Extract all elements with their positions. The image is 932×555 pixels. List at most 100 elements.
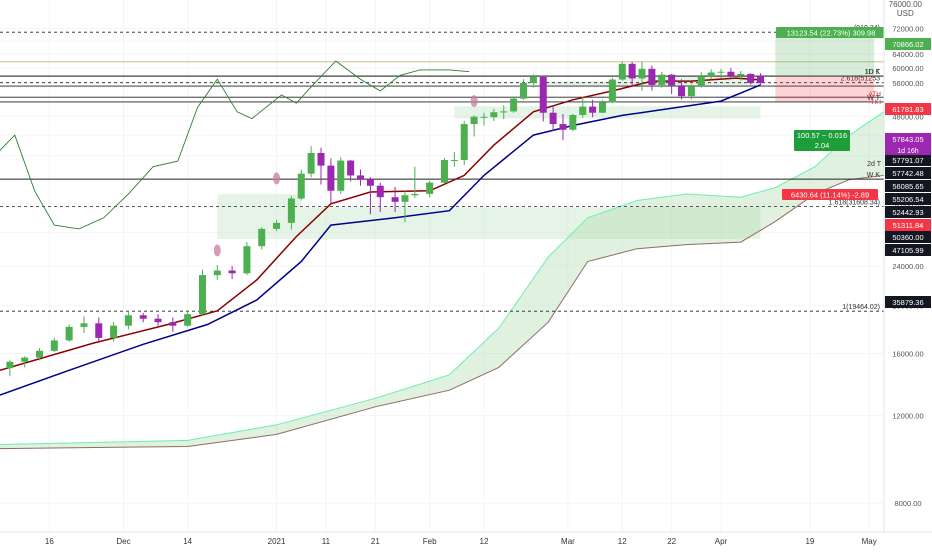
candle-body (169, 322, 177, 326)
candle-body (273, 222, 281, 229)
signal-marker (273, 172, 281, 185)
loss-label-bg (782, 189, 878, 200)
time-tick-label: 12 (618, 537, 627, 546)
candle-body (648, 68, 656, 85)
profit-label-bg (776, 27, 886, 38)
candle-body (480, 116, 488, 118)
price-axis[interactable]: 8000.0012000.0016000.0020000.0024000.002… (883, 0, 932, 550)
price-tag-bg (885, 206, 931, 218)
highlight-zones (217, 76, 761, 239)
candle-body (80, 323, 88, 327)
candle-body (717, 71, 725, 73)
candle-body (539, 76, 547, 113)
price-tag-bg (885, 38, 931, 50)
price-tick-label: 16000.00 (892, 350, 923, 359)
price-tag: 56085.65 (892, 182, 923, 191)
time-tick-label: 11 (322, 537, 331, 546)
loss-zone (775, 76, 875, 102)
candle-body (213, 270, 221, 276)
price-tag: 52442.93 (892, 208, 923, 217)
ratio-label-1: 100.57 ~ 0.016 (797, 131, 847, 140)
candle-body (411, 193, 419, 196)
candle-body (6, 361, 14, 369)
price-tick-label: 72000.00 (892, 25, 923, 34)
price-tick-label: 8000.00 (894, 499, 921, 508)
candle-body (124, 315, 132, 326)
price-axis-bg (884, 0, 932, 550)
candle-body (500, 111, 508, 113)
candle-body (307, 152, 315, 174)
candle-body (154, 318, 162, 323)
candle-body (618, 63, 626, 80)
candle-body (391, 197, 399, 202)
candle-body (589, 106, 597, 113)
candle-body (490, 112, 498, 118)
demand-zone (622, 76, 761, 82)
level-label: 1(19464.02) (842, 304, 880, 311)
time-tick-label: 12 (480, 537, 489, 546)
candle-body (707, 72, 715, 77)
countdown-label: 1d 16h (897, 148, 919, 155)
price-tag: 57742.48 (892, 169, 923, 178)
price-tag-bg (885, 167, 931, 179)
demand-zone (454, 106, 761, 119)
candle-body (737, 73, 745, 76)
candle-body (549, 112, 557, 125)
candle-body (697, 76, 705, 87)
price-tag-bg (885, 231, 931, 243)
price-tag: 57843.05 (892, 135, 923, 144)
candle-body (569, 114, 577, 130)
position-tool[interactable]: 13123.54 (22.73%) 309.98 100.57 ~ 0.0162.… (775, 27, 886, 200)
countdown-bg (885, 145, 931, 155)
candle-body (757, 76, 765, 84)
candle-body (366, 179, 374, 186)
time-tick-label: 16 (45, 537, 54, 546)
candle-body (668, 74, 676, 86)
candle-body (559, 124, 567, 130)
demand-zone (301, 207, 761, 239)
candle-body (198, 275, 206, 315)
cloud-fill (0, 111, 884, 449)
candle-body (440, 160, 448, 183)
candle-body (327, 165, 335, 191)
ratio-label-2: 2.04 (815, 141, 830, 150)
price-tag-bg (885, 219, 931, 231)
time-tick-label: 21 (371, 537, 380, 546)
candle-body (579, 106, 587, 115)
cloud-bottom-line (0, 174, 885, 450)
candle-body (357, 175, 365, 180)
candle-body (450, 160, 458, 162)
price-tag: 35879.36 (892, 298, 923, 307)
currency-label: 76000.00 USD (889, 0, 922, 18)
profit-label: 13123.54 (22.73%) 309.98 (787, 29, 876, 38)
price-tag-bg (885, 180, 931, 192)
candle-body (426, 182, 434, 194)
time-tick-label: 19 (805, 537, 814, 546)
candle-body (727, 71, 735, 76)
loss-label: 6430.64 (11.14%) -2.89 (791, 191, 869, 200)
candle-body (21, 357, 29, 362)
candle-body (184, 314, 192, 326)
candle-body (678, 85, 686, 97)
signal-marker (213, 244, 221, 257)
candlesticks[interactable] (6, 61, 765, 377)
candle-body (460, 124, 468, 161)
price-tag: 70866.02 (892, 40, 923, 49)
candle-body (50, 340, 58, 351)
candle-body (347, 160, 355, 176)
time-tick-label: 14 (183, 537, 192, 546)
price-tag: 55206.54 (892, 195, 923, 204)
candle-body (376, 185, 384, 198)
grid-lines (0, 0, 884, 532)
candle-body (139, 315, 147, 319)
ichimoku-cloud (0, 111, 885, 450)
price-tag-bg (885, 103, 931, 115)
time-axis[interactable]: 16 Dec 14 2021 11 21 Feb 12 Mar 12 22 Apr 19 May (0, 531, 932, 546)
time-tick-label: 2021 (268, 537, 286, 546)
candle-body (510, 98, 518, 112)
oscillator-line (0, 60, 470, 230)
candle-body (747, 73, 755, 84)
